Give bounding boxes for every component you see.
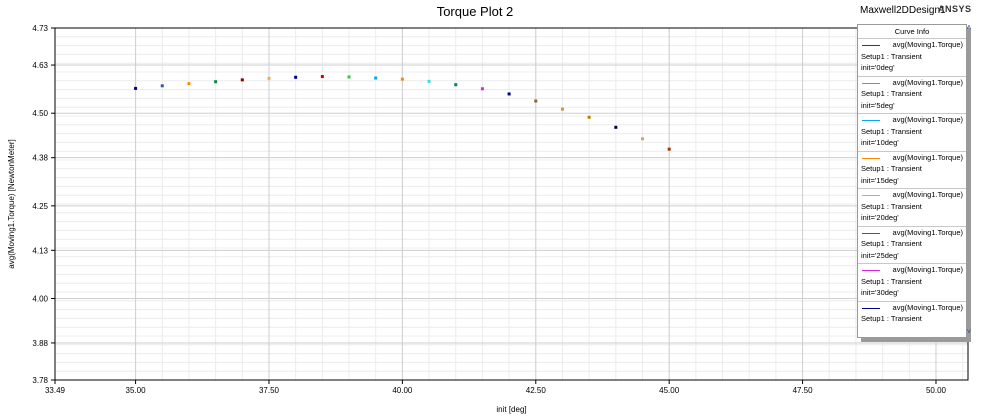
legend-setup: Setup1 : Transient — [861, 164, 922, 173]
data-point — [134, 86, 138, 90]
data-point — [454, 83, 458, 87]
data-point — [641, 137, 645, 141]
data-point — [240, 78, 244, 82]
legend-swatch — [862, 45, 880, 46]
data-point — [187, 82, 191, 86]
x-tick-label: 35.00 — [126, 386, 147, 395]
legend-entry[interactable]: avg(Moving1.Torque) Setup1 : Transient ini… — [858, 152, 966, 189]
plot-area[interactable] — [54, 27, 969, 381]
y-tick-label: 3.88 — [32, 339, 48, 348]
legend-series-name: avg(Moving1.Torque) — [892, 115, 963, 124]
legend-param: init='5deg' — [861, 100, 895, 110]
legend-swatch — [862, 195, 880, 196]
x-tick-label: 33.49 — [45, 386, 66, 395]
x-tick-label: 42.50 — [526, 386, 547, 395]
legend-entry[interactable]: avg(Moving1.Torque) Setup1 : Transient ini… — [858, 264, 966, 302]
legend-param: init='0deg' — [861, 63, 895, 72]
data-point — [294, 75, 298, 79]
legend-setup: Setup1 : Transient — [861, 89, 922, 98]
legend-setup: Setup1 : Transient — [861, 201, 922, 211]
legend-entry[interactable]: avg(Moving1.Torque) Setup1 : Transient ini… — [858, 39, 966, 77]
data-point — [560, 107, 564, 111]
legend-swatch — [862, 270, 880, 271]
legend-param: init='15deg' — [861, 175, 899, 185]
legend-series-name: avg(Moving1.Torque) — [892, 77, 963, 87]
x-axis-label: init [deg] — [496, 405, 526, 414]
legend-header: Curve Info — [858, 25, 966, 39]
legend-param: init='30deg' — [861, 288, 899, 297]
x-axis: 33.49 35.00 37.50 40.00 42.50 45.00 47.50 50.00 — [45, 380, 947, 395]
y-axis: 3.78 3.88 4.00 4.13 4.25 4.38 4.50 4.63 4.73 — [32, 24, 55, 385]
y-tick-label: 4.25 — [32, 202, 48, 211]
y-tick-label: 4.13 — [32, 246, 48, 255]
legend-series-name: avg(Moving1.Torque) — [892, 190, 963, 199]
y-tick-label: 4.00 — [32, 294, 48, 303]
data-point — [534, 99, 538, 103]
scroll-down-icon[interactable]: ˅ — [966, 327, 972, 336]
data-point — [374, 76, 378, 80]
legend-swatch — [862, 157, 880, 159]
data-point — [587, 115, 591, 119]
legend-swatch — [862, 82, 880, 84]
data-point — [614, 125, 618, 129]
y-tick-label: 4.38 — [32, 154, 48, 163]
legend-setup: Setup1 : Transient — [861, 239, 922, 248]
x-tick-label: 40.00 — [392, 386, 413, 395]
x-tick-label: 45.00 — [659, 386, 680, 395]
legend-entry[interactable]: avg(Moving1.Torque) Setup1 : Transient ini… — [858, 189, 966, 227]
legend-setup: Setup1 : Transient — [861, 276, 922, 286]
legend-entry[interactable]: avg(Moving1.Torque) Setup1 : Transient ini… — [858, 77, 966, 114]
y-axis-label: avg(Moving1.Torque) [NewtonMeter] — [7, 139, 16, 268]
y-tick-label: 3.78 — [32, 376, 48, 385]
legend-entry[interactable]: avg(Moving1.Torque) Setup1 : Transient ini… — [858, 114, 966, 152]
legend-param: init='10deg' — [861, 138, 899, 147]
y-tick-label: 4.50 — [32, 109, 48, 118]
ansys-logo: ANSYS — [938, 4, 972, 14]
legend-entry[interactable]: avg(Moving1.Torque) Setup1 : Transient — [858, 302, 966, 338]
legend-series-name: avg(Moving1.Torque) — [892, 40, 963, 49]
data-point — [400, 77, 404, 81]
data-points — [134, 75, 671, 151]
data-point — [267, 76, 271, 80]
legend-swatch — [862, 307, 880, 309]
legend-param: init='25deg' — [861, 250, 899, 260]
data-point — [214, 80, 218, 84]
legend-series-name: avg(Moving1.Torque) — [892, 302, 963, 312]
legend-series-name: avg(Moving1.Torque) — [892, 227, 963, 237]
plot-title: Torque Plot 2 — [436, 4, 514, 19]
design-name: Maxwell2DDesign1 — [860, 5, 946, 16]
legend-setup: Setup1 : Transient — [861, 51, 922, 61]
legend-entries: avg(Moving1.Torque) Setup1 : Transient ini… — [858, 39, 966, 338]
data-point — [480, 87, 484, 91]
legend-series-name: avg(Moving1.Torque) — [892, 265, 963, 274]
grid-layer — [54, 27, 968, 381]
curve-info-legend[interactable]: Curve Info avg(Moving1.Torque) Setup1 : T… — [857, 24, 967, 338]
data-point — [507, 92, 511, 96]
y-tick-label: 4.73 — [32, 24, 48, 33]
legend-swatch — [862, 120, 880, 121]
x-tick-label: 37.50 — [259, 386, 280, 395]
x-tick-label: 50.00 — [926, 386, 947, 395]
legend-scrollbar[interactable]: ˄ ˅ — [965, 24, 973, 336]
legend-entry[interactable]: avg(Moving1.Torque) Setup1 : Transient ini… — [858, 227, 966, 264]
legend-setup: Setup1 : Transient — [861, 314, 922, 323]
data-point — [347, 75, 351, 79]
legend-setup: Setup1 : Transient — [861, 126, 922, 136]
data-point — [667, 147, 671, 151]
data-point — [160, 84, 164, 88]
legend-series-name: avg(Moving1.Torque) — [892, 152, 963, 162]
y-tick-label: 4.63 — [32, 61, 48, 70]
data-point — [320, 75, 324, 79]
legend-param: init='20deg' — [861, 213, 899, 222]
legend-swatch — [862, 232, 880, 234]
x-tick-label: 47.50 — [793, 386, 814, 395]
data-point — [427, 79, 431, 83]
scroll-up-icon[interactable]: ˄ — [966, 23, 972, 32]
